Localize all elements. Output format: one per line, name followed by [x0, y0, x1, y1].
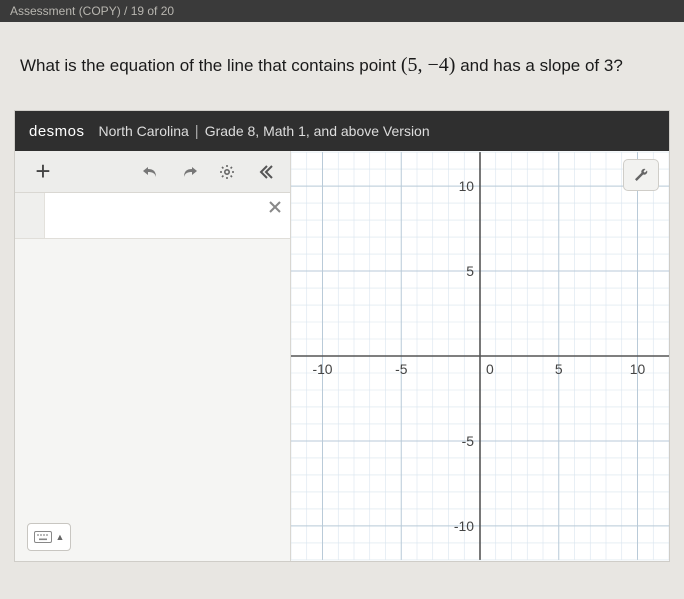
svg-text:-10: -10	[454, 518, 474, 534]
svg-text:-10: -10	[312, 361, 332, 377]
delete-expression-button[interactable]	[268, 199, 282, 217]
graph-settings-button[interactable]	[623, 159, 659, 191]
question-suffix: and has a slope of 3?	[460, 56, 623, 75]
add-expression-button[interactable]: +	[23, 156, 63, 188]
graph-canvas[interactable]: -10 -5 0 5 10 -10 -5 5 10	[291, 151, 669, 561]
expression-panel: +	[15, 151, 291, 561]
expression-row-index	[15, 193, 45, 238]
svg-text:10: 10	[459, 178, 475, 194]
svg-text:0: 0	[486, 361, 494, 377]
redo-icon	[180, 164, 198, 180]
question-prefix: What is the equation of the line that co…	[20, 56, 401, 75]
close-icon	[268, 200, 282, 214]
desmos-calculator: desmos North Carolina | Grade 8, Math 1,…	[14, 110, 670, 562]
desmos-version: Grade 8, Math 1, and above Version	[205, 123, 430, 139]
keyboard-icon	[34, 531, 52, 543]
svg-text:10: 10	[630, 361, 646, 377]
question-point: (5, −4)	[401, 54, 456, 76]
wrench-icon	[632, 166, 650, 184]
chevron-up-icon: ▲	[56, 532, 65, 542]
undo-icon	[142, 164, 160, 180]
svg-text:-5: -5	[462, 433, 475, 449]
assessment-progress: Assessment (COPY) / 19 of 20	[10, 4, 174, 18]
collapse-panel-button[interactable]	[248, 156, 282, 188]
keyboard-toggle-button[interactable]: ▲	[27, 523, 71, 551]
desmos-header: desmos North Carolina | Grade 8, Math 1,…	[15, 111, 669, 151]
redo-button[interactable]	[172, 156, 206, 188]
separator: |	[195, 123, 199, 140]
calculator-body: +	[15, 151, 669, 561]
svg-text:5: 5	[466, 263, 474, 279]
settings-button[interactable]	[210, 156, 244, 188]
desmos-region: North Carolina	[99, 123, 189, 139]
expression-row[interactable]	[15, 193, 290, 239]
question-text: What is the equation of the line that co…	[0, 22, 684, 104]
svg-text:-5: -5	[395, 361, 408, 377]
expression-toolbar: +	[15, 151, 290, 193]
collapse-icon	[257, 164, 273, 180]
assessment-topbar: Assessment (COPY) / 19 of 20	[0, 0, 684, 22]
graph-panel[interactable]: -10 -5 0 5 10 -10 -5 5 10	[291, 151, 669, 561]
undo-button[interactable]	[134, 156, 168, 188]
gear-icon	[219, 164, 235, 180]
svg-text:5: 5	[555, 361, 563, 377]
desmos-brand: desmos	[29, 123, 85, 140]
